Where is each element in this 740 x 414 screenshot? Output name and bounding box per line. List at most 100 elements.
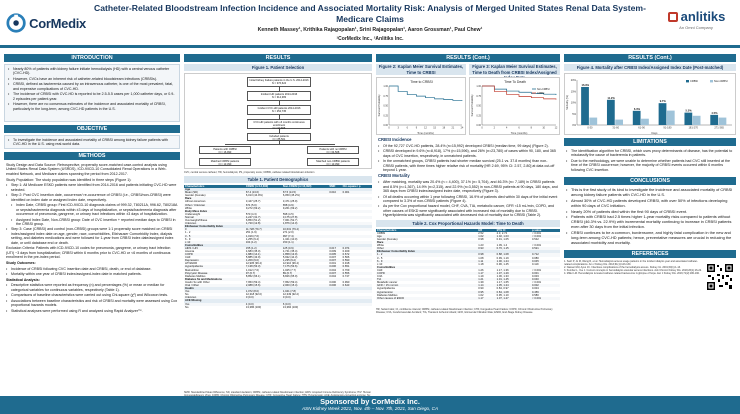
methods-stat: Descriptive statistics were reported as … (6, 283, 178, 292)
table-cell: 1.17 (477, 296, 496, 300)
table-cell (341, 287, 372, 291)
table-cell: Other (376, 247, 478, 251)
table-row: 6 - 9 1,255 (9.4) 1,341 (10.0) (184, 238, 372, 241)
flow-connector (279, 87, 280, 91)
table-cell: 0.004 (532, 287, 539, 291)
table-cell: Normal (184, 215, 245, 220)
bar-crbsi (684, 112, 693, 125)
x-tick-label: 61-90 (638, 125, 645, 129)
methods-heading: METHODS (4, 152, 180, 160)
table-cell (341, 277, 372, 281)
poster-footer: Sponsored by CorMedix Inc. ASN Kidney We… (0, 396, 740, 414)
table-cell: ACE Missing (184, 299, 245, 303)
table-cell (328, 228, 342, 232)
table-cell: Metabolic cancer (377, 281, 398, 285)
table-row: 0 11,728 (79.7) 10,631 (79.4) (184, 228, 372, 232)
table-cell: 0.040 (531, 278, 560, 282)
limitation-bullet: The identification algorithm for CRBSI, … (566, 149, 734, 158)
table-cell: 1.17, 1.36 (496, 268, 509, 272)
column-header: SMD (328, 185, 342, 189)
crbsi-mortality-heading: CRBSI Mortality (378, 173, 410, 179)
table-cell: Race (184, 197, 245, 201)
flow-box: Matched non-CRBSI patients N = 13,390 (307, 158, 359, 166)
table-cell (328, 277, 342, 281)
intro-bullet: CRBSI, defined as bacteremia caused by a… (8, 82, 176, 91)
table-cell: 1.09, 1.4 (496, 244, 508, 248)
table-cell (328, 234, 342, 238)
y-axis-label: Survival Probability (377, 94, 381, 117)
table-row: Other / Unknown 671 (5.0) 658 (4.9) (184, 203, 372, 207)
table-row: Mean (SD) 67.4 (13.6) 67.5 (14.5) 0.010 0.00… (184, 191, 372, 195)
flow-connector (279, 129, 280, 133)
table-cell: Other / Unknown (184, 203, 245, 207)
table-cell: 4 (0.0) (244, 302, 282, 306)
figure3-panel: Figure 3: Kaplan Meier Survival Estimate… (469, 64, 560, 135)
cormedix-mark-icon (6, 13, 26, 33)
table-cell: Body Mass Index (184, 209, 245, 213)
bar-crbsi (606, 99, 615, 125)
table-cell: 0 (184, 228, 245, 232)
y-tick-label: 1.00 (476, 85, 481, 88)
table-row: Hyperlipidemia 7,138 (53.3) 7,175 (53.6) 0.… (184, 265, 372, 269)
anlitiks-logo: anlitiks An Omni Company (658, 9, 734, 39)
methods-outcome: Incidence of CRBSI following CVC inserti… (6, 267, 178, 272)
table-cell: 1,025 (7.7) (282, 268, 296, 272)
crbsi-mortality-section: CRBSI Mortality After matching, mortalit… (376, 173, 560, 217)
table-cell (281, 243, 329, 247)
table-row: Metabolic cancer 1.39 1.17, 1.65 < 0.001 (376, 281, 560, 284)
table-cell: 0.080 (532, 256, 539, 260)
y-tick-label: 0% (572, 123, 576, 127)
table-cell (328, 296, 342, 300)
table-cell (341, 296, 372, 300)
table-cell (281, 197, 329, 201)
bar-crbsi (658, 103, 667, 125)
table-row: Unknown 0 (0.0) 0 (0.0) (184, 296, 372, 300)
cormedix-logo: CorMedix (6, 10, 86, 36)
x-tick-label: 18 (442, 126, 445, 129)
table-cell: Elixhauser Comorbidity Index (184, 225, 245, 229)
x-tick-label: 6 (407, 126, 409, 129)
flow-box: Incident CVC-HD patients 2014-2016 N = 2… (247, 105, 311, 115)
table-row: Unknown 1,720 (12.8) 1,876 (14.0) (184, 222, 372, 226)
column-header: Non-CRBSI (n=13,390) (281, 185, 329, 189)
x-tick-label: 3 (397, 126, 399, 129)
x-tick-label: 31-60 (612, 125, 619, 129)
table-cell: No (185, 305, 189, 309)
methods-subheading: Statistical Analysis: (6, 277, 40, 282)
table-cell: 4,683 (35.0) (245, 249, 261, 253)
table-cell (341, 215, 372, 220)
cormedix-logo-text: CorMedix (29, 15, 86, 31)
table-cell: ≥ 10 (184, 240, 245, 244)
table-cell: 0.90 (478, 287, 484, 291)
table-cell: Oral / Other (184, 284, 245, 288)
table-cell (281, 277, 329, 281)
table-cell: Overweight/Obese (185, 219, 208, 223)
table-cell: 0.990 (342, 280, 350, 284)
objective-section: To investigate the incidence and associa… (4, 135, 180, 149)
intro-bullet: However, there are no consensus estimate… (8, 102, 176, 111)
qr-code-icon[interactable] (706, 263, 734, 292)
table-cell: 0.96, 1.45 (496, 262, 509, 266)
table2-note: HR, hazard ratio; CI, confidence interva… (376, 307, 553, 314)
incidence-bullet: Of the 92,727 CVC-HD patients, 28.4% (n=… (378, 144, 558, 149)
table-cell: Age (376, 234, 478, 238)
table-cell (341, 188, 372, 192)
table-cell: 0.003 (532, 275, 539, 279)
table-cell: 0.98 (478, 237, 484, 241)
flow-box: Matched CRBSI patients N = 13,390 (199, 158, 251, 166)
table-cell: 0.769 (342, 268, 350, 272)
limitations-heading: LIMITATIONS (564, 138, 736, 146)
meeting-text: ASN Kidney Week 2021, Nov. 4th – Nov. 7t… (301, 406, 439, 411)
table-cell: GFR < 15 mL/min (376, 284, 478, 288)
table-cell: 0.91, 1.05 (496, 237, 509, 241)
table-cell (477, 265, 496, 269)
km-time-to-crbsi-chart: Time to CRBSI 0.00 0.25 0.50 0.75 1.00 0 3 6 9 12 1… (377, 80, 464, 135)
table-cell: No (185, 293, 189, 297)
figure3-chart: Time To Death 0.00 0.25 0.50 0.75 1.00 0 2 4 6 8 10… (469, 77, 560, 135)
table-cell: 0.004 (329, 274, 337, 278)
table-cell: 570 (4.3) (245, 212, 257, 216)
table-cell: 0.006 (328, 265, 342, 269)
table-row: 3 - 5 1,019 (7.6) 997 (7.4) (184, 234, 372, 238)
flow-box: Included patients N = 85,501 (247, 133, 311, 141)
table-cell: 2,088 (15.6) (244, 284, 282, 288)
